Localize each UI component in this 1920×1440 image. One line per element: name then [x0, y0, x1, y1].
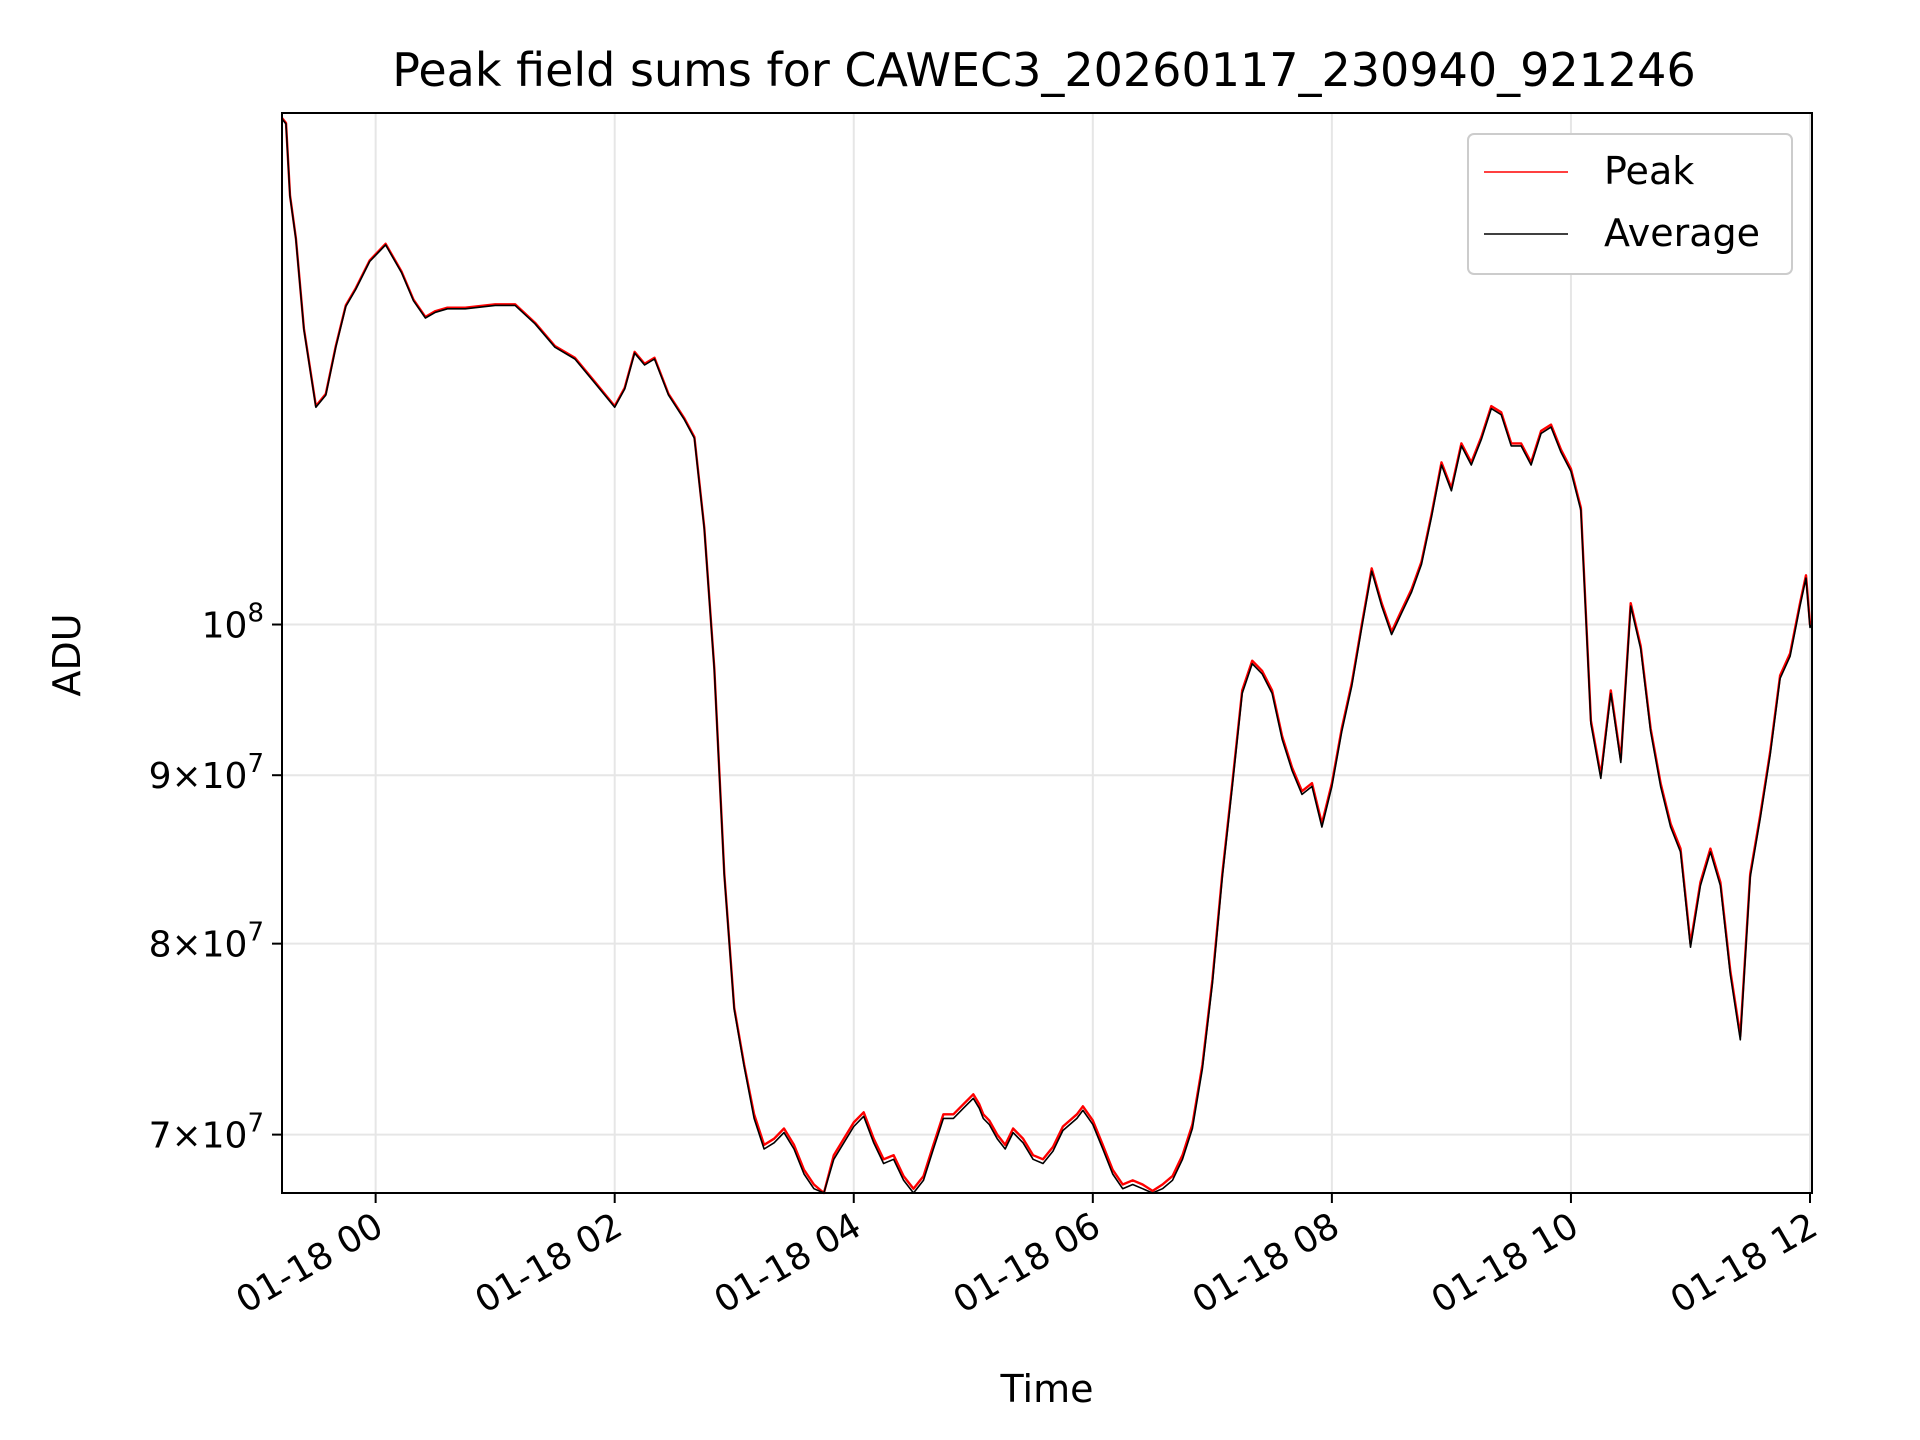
y-axis-label: ADU	[45, 613, 89, 696]
series-line-average	[281, 118, 1813, 1194]
plot-frame	[281, 112, 1813, 1194]
y-tick-label: 7×107	[149, 1109, 264, 1157]
legend-box	[1467, 133, 1793, 275]
y-tick-label: 8×107	[149, 918, 264, 966]
y-tick-label: 9×107	[149, 749, 264, 797]
x-axis-label: Time	[1000, 1367, 1094, 1411]
legend: Peak Average	[1467, 133, 1793, 275]
y-tick-label: 108	[202, 599, 264, 647]
legend-label-peak: Peak	[1604, 149, 1694, 193]
plot-area	[281, 117, 1813, 1195]
chart-title: Peak field sums for CAWEC3_20260117_2309…	[392, 43, 1695, 97]
grid	[282, 113, 1812, 1193]
legend-label-average: Average	[1604, 211, 1760, 255]
